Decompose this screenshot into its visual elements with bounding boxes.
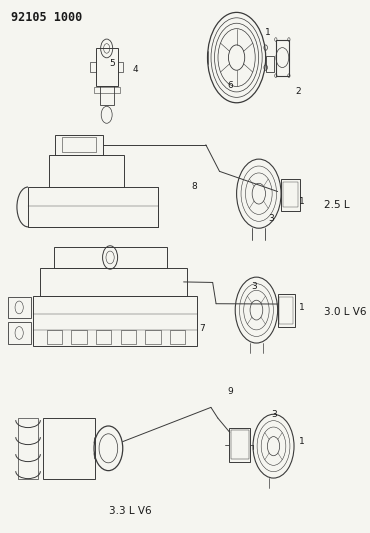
- Bar: [7, 297, 31, 318]
- Text: 3: 3: [251, 282, 256, 291]
- Bar: [94, 87, 120, 93]
- Bar: [229, 427, 250, 462]
- Bar: [40, 268, 187, 296]
- Text: 3.3 L V6: 3.3 L V6: [109, 506, 152, 516]
- Text: 2.5 L: 2.5 L: [324, 200, 349, 211]
- Bar: [90, 62, 96, 72]
- Bar: [56, 135, 103, 155]
- Bar: [281, 179, 300, 211]
- Bar: [54, 247, 167, 268]
- Text: 1: 1: [299, 197, 305, 206]
- Bar: [62, 138, 97, 152]
- Bar: [28, 187, 158, 227]
- Text: 3.0 L V6: 3.0 L V6: [324, 306, 366, 317]
- Text: 7: 7: [199, 324, 205, 333]
- Bar: [266, 56, 275, 72]
- Bar: [276, 39, 289, 76]
- Bar: [96, 330, 111, 344]
- Text: 5: 5: [109, 59, 115, 68]
- Bar: [47, 330, 62, 344]
- Bar: [231, 430, 249, 459]
- Text: 3: 3: [268, 214, 274, 223]
- Bar: [100, 86, 114, 104]
- Text: 9: 9: [227, 387, 233, 396]
- Text: 8: 8: [191, 182, 197, 191]
- Text: 3: 3: [271, 410, 277, 419]
- Text: 1: 1: [299, 438, 305, 447]
- Bar: [283, 182, 298, 207]
- Bar: [278, 294, 295, 327]
- Bar: [145, 330, 161, 344]
- Bar: [48, 155, 124, 187]
- Bar: [18, 418, 38, 479]
- Bar: [170, 330, 185, 344]
- Text: 2: 2: [295, 86, 301, 95]
- Text: 4: 4: [133, 66, 138, 74]
- Text: 1: 1: [265, 28, 270, 37]
- Bar: [96, 49, 118, 86]
- Text: 1: 1: [299, 303, 305, 312]
- Bar: [279, 297, 293, 325]
- Bar: [71, 330, 87, 344]
- Bar: [43, 418, 95, 479]
- Text: 92105 1000: 92105 1000: [11, 11, 82, 25]
- Bar: [7, 322, 31, 344]
- Bar: [33, 296, 197, 346]
- Bar: [121, 330, 136, 344]
- Text: 6: 6: [227, 81, 233, 90]
- Bar: [118, 62, 123, 72]
